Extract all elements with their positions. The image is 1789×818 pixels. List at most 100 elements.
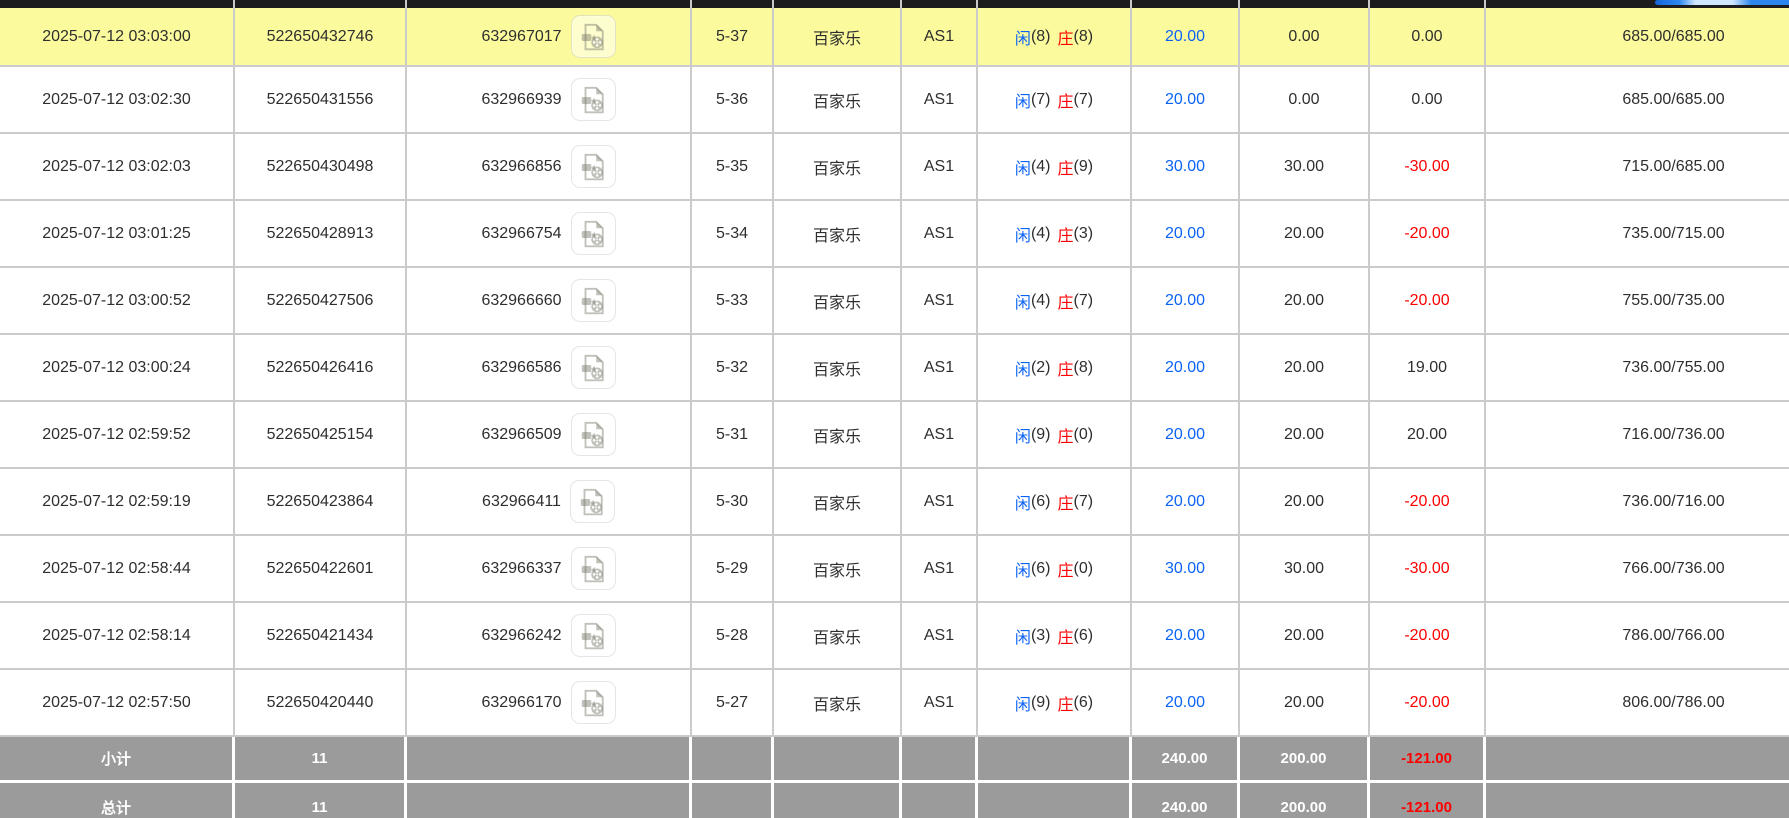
player-points: (7) xyxy=(1030,90,1051,108)
subtotal-row: 小计 11 240.00 200.00 -121.00 xyxy=(0,737,1789,783)
cell-bet-amount[interactable]: 30.00 xyxy=(1132,536,1240,601)
video-replay-button[interactable] xyxy=(569,480,615,523)
cell-bet-time: 2025-07-12 03:01:25 xyxy=(0,201,235,266)
subtotal-empty xyxy=(692,737,774,780)
game-id-text: 632966856 xyxy=(481,157,562,175)
cell-balance: 715.00/685.00 xyxy=(1622,157,1725,175)
cell-result: 闲 (4) 庄 (9) xyxy=(978,134,1132,199)
game-id-text: 632966509 xyxy=(481,425,562,443)
cell-bet-time: 2025-07-12 02:59:52 xyxy=(0,402,235,467)
cell-win-loss: -20.00 xyxy=(1370,268,1486,333)
cell-table-code: AS1 xyxy=(902,67,978,132)
total-empty xyxy=(978,783,1132,818)
cell-win-loss: -20.00 xyxy=(1370,670,1486,735)
banker-points: (0) xyxy=(1073,425,1094,443)
banker-points: (8) xyxy=(1073,358,1094,376)
game-id-text: 632967017 xyxy=(481,27,562,45)
table-row: 2025-07-12 02:59:19 522650423864 6329664… xyxy=(0,469,1789,536)
cell-bet-amount[interactable]: 20.00 xyxy=(1132,469,1240,534)
video-replay-button[interactable] xyxy=(570,15,616,58)
cell-bet-time: 2025-07-12 03:02:30 xyxy=(0,67,235,132)
video-replay-button[interactable] xyxy=(570,145,616,188)
cell-bet-amount[interactable]: 20.00 xyxy=(1132,402,1240,467)
header-cell xyxy=(0,0,235,8)
cell-bet-amount[interactable]: 20.00 xyxy=(1132,335,1240,400)
video-replay-button[interactable] xyxy=(570,413,616,456)
video-replay-button[interactable] xyxy=(570,346,616,389)
cell-valid-amount: 0.00 xyxy=(1240,8,1370,65)
video-replay-button[interactable] xyxy=(570,78,616,121)
banker-label: 庄 xyxy=(1057,160,1074,178)
subtotal-count: 11 xyxy=(235,737,407,780)
cell-table-code: AS1 xyxy=(902,335,978,400)
video-replay-icon xyxy=(581,421,604,448)
cell-result: 闲 (7) 庄 (7) xyxy=(978,67,1132,132)
player-label: 闲 xyxy=(1014,562,1031,580)
cell-game-name: 百家乐 xyxy=(774,335,902,400)
cell-balance: 766.00/736.00 xyxy=(1622,559,1725,577)
cell-round: 5-33 xyxy=(692,268,774,333)
player-label: 闲 xyxy=(1014,361,1031,379)
cell-table-code: AS1 xyxy=(902,134,978,199)
table-row: 2025-07-12 02:59:52 522650425154 6329665… xyxy=(0,402,1789,469)
cell-table-code: AS1 xyxy=(902,201,978,266)
header-cell xyxy=(1132,0,1240,8)
video-replay-button[interactable] xyxy=(570,547,616,590)
banker-points: (7) xyxy=(1073,492,1094,510)
table-row: 2025-07-12 03:00:52 522650427506 6329666… xyxy=(0,268,1789,335)
banker-label: 庄 xyxy=(1057,93,1074,111)
banker-label: 庄 xyxy=(1057,495,1074,513)
video-replay-icon xyxy=(581,23,604,50)
player-label: 闲 xyxy=(1014,227,1031,245)
cell-bet-amount[interactable]: 20.00 xyxy=(1132,201,1240,266)
player-label: 闲 xyxy=(1014,629,1031,647)
cell-bet-amount[interactable]: 20.00 xyxy=(1132,603,1240,668)
cell-round: 5-36 xyxy=(692,67,774,132)
cell-valid-amount: 0.00 xyxy=(1240,67,1370,132)
header-button-edge[interactable] xyxy=(1655,0,1789,5)
player-label: 闲 xyxy=(1014,696,1031,714)
video-replay-icon xyxy=(581,354,604,381)
subtotal-empty xyxy=(774,737,902,780)
cell-bet-id: 522650421434 xyxy=(235,603,407,668)
video-replay-icon xyxy=(581,488,604,515)
cell-game-id: 632966170 xyxy=(407,670,692,735)
cell-table-code: AS1 xyxy=(902,603,978,668)
cell-bet-time: 2025-07-12 02:58:44 xyxy=(0,536,235,601)
cell-valid-amount: 20.00 xyxy=(1240,670,1370,735)
game-id-text: 632966586 xyxy=(481,358,562,376)
table-row: 2025-07-12 03:02:30 522650431556 6329669… xyxy=(0,67,1789,134)
subtotal-bet-amount: 240.00 xyxy=(1132,737,1240,780)
cell-bet-amount[interactable]: 30.00 xyxy=(1132,134,1240,199)
cell-round: 5-30 xyxy=(692,469,774,534)
cell-bet-time: 2025-07-12 03:02:03 xyxy=(0,134,235,199)
cell-result: 闲 (4) 庄 (3) xyxy=(978,201,1132,266)
cell-valid-amount: 20.00 xyxy=(1240,402,1370,467)
cell-result: 闲 (4) 庄 (7) xyxy=(978,268,1132,333)
video-replay-button[interactable] xyxy=(570,279,616,322)
cell-valid-amount: 20.00 xyxy=(1240,335,1370,400)
header-cell xyxy=(692,0,774,8)
video-replay-button[interactable] xyxy=(570,681,616,724)
player-points: (8) xyxy=(1030,27,1051,45)
cell-bet-time: 2025-07-12 03:00:52 xyxy=(0,268,235,333)
cell-bet-amount[interactable]: 20.00 xyxy=(1132,670,1240,735)
video-replay-button[interactable] xyxy=(570,614,616,657)
table-header-cutoff xyxy=(0,0,1789,8)
total-bet-amount: 240.00 xyxy=(1132,783,1240,818)
cell-game-id: 632966586 xyxy=(407,335,692,400)
video-replay-button[interactable] xyxy=(570,212,616,255)
header-cell xyxy=(407,0,692,8)
cell-round: 5-27 xyxy=(692,670,774,735)
video-replay-icon xyxy=(581,86,604,113)
cell-bet-amount[interactable]: 20.00 xyxy=(1132,268,1240,333)
table-body: 2025-07-12 03:03:00 522650432746 6329670… xyxy=(0,8,1789,737)
cell-bet-amount[interactable]: 20.00 xyxy=(1132,8,1240,65)
total-row: 总计 11 240.00 200.00 -121.00 xyxy=(0,783,1789,818)
cell-game-name: 百家乐 xyxy=(774,670,902,735)
cell-bet-id: 522650426416 xyxy=(235,335,407,400)
cell-table-code: AS1 xyxy=(902,469,978,534)
header-cell xyxy=(1370,0,1486,8)
cell-result: 闲 (9) 庄 (6) xyxy=(978,670,1132,735)
cell-bet-amount[interactable]: 20.00 xyxy=(1132,67,1240,132)
